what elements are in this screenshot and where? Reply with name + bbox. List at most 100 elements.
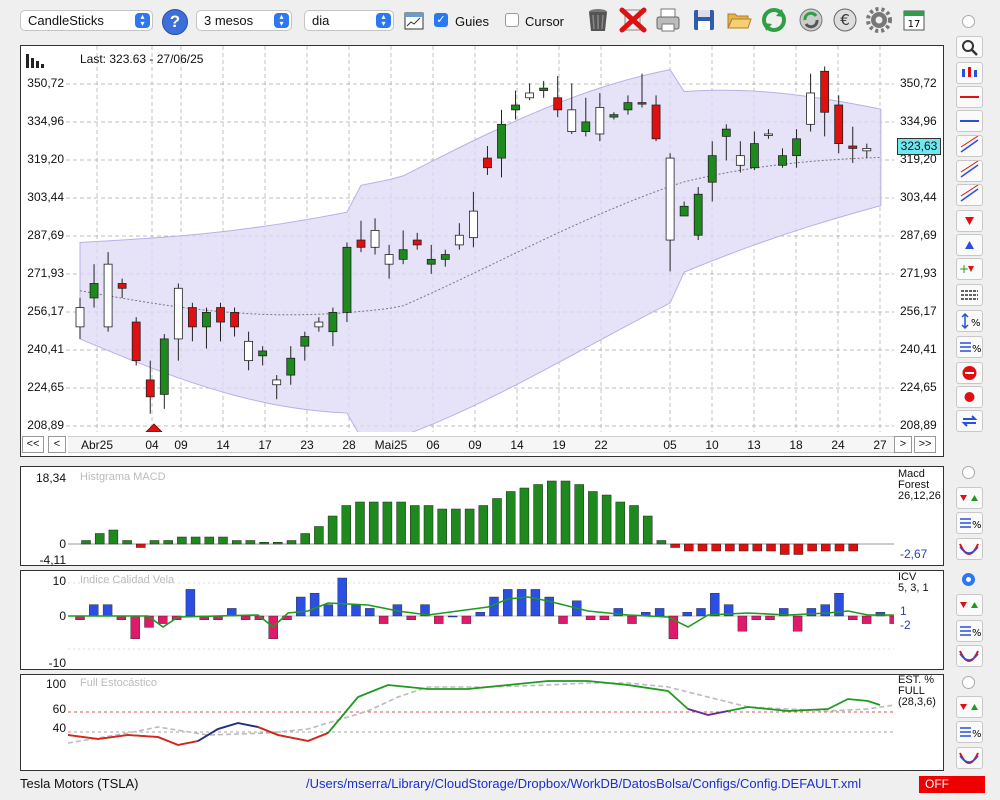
macd-bar	[437, 508, 447, 545]
print-icon[interactable]	[654, 6, 682, 34]
icv-bar	[613, 608, 623, 617]
nav-first-button[interactable]: <<	[22, 436, 44, 453]
cancel-icon[interactable]	[956, 362, 983, 384]
nav-next-button[interactable]: >	[894, 436, 912, 453]
macd-bar	[286, 540, 297, 545]
stochastic-oversold-segment	[68, 734, 199, 746]
refresh-icon[interactable]	[760, 6, 788, 34]
price-plot[interactable]	[66, 46, 894, 432]
cursor-checkbox[interactable]	[505, 13, 519, 27]
percent-lines-icon[interactable]: %	[956, 512, 983, 534]
chevron-updown-icon: ▴ ▾	[376, 13, 391, 28]
svg-text:%: %	[972, 628, 982, 639]
icv-plot[interactable]	[68, 571, 894, 669]
down-arrow-icon-graphic	[965, 217, 974, 225]
macd-tick-zero: 0	[59, 537, 66, 551]
candle-body	[651, 104, 661, 140]
bars-icon[interactable]	[25, 52, 45, 70]
icv-bar	[820, 604, 830, 617]
macd-plot[interactable]	[68, 467, 894, 565]
macd-bar	[464, 508, 475, 545]
candles-icon-graphic	[962, 67, 977, 77]
trend-channel-icon[interactable]	[956, 135, 983, 157]
macd-bar	[533, 484, 543, 545]
save-icon[interactable]	[690, 6, 718, 34]
delete-x-icon[interactable]	[619, 6, 647, 34]
indicator-wave-icon[interactable]	[956, 747, 983, 769]
help-question-icon[interactable]: ?	[162, 9, 188, 35]
stochastic-tick-60: 60	[52, 702, 66, 716]
settings-gear-icon[interactable]	[865, 6, 893, 34]
nav-prev-button[interactable]: <	[48, 436, 66, 453]
trendline-icon[interactable]	[956, 160, 983, 182]
macd-bar	[190, 536, 201, 545]
indicator-wave-icon[interactable]	[956, 645, 983, 667]
candle-body	[848, 145, 858, 149]
percent-lines-icon-graphic: %	[960, 342, 982, 355]
buy-sell-icon[interactable]: +	[956, 258, 983, 280]
svg-text:%: %	[972, 344, 982, 355]
macd-bar	[259, 542, 269, 545]
icv-bar	[737, 615, 748, 632]
macd-bar	[738, 543, 749, 552]
icv-tick-top: 10	[52, 574, 66, 588]
candle-body	[286, 357, 296, 376]
macd-bar	[314, 526, 324, 545]
magnifier-icon[interactable]	[956, 36, 983, 58]
interval-select[interactable]: dia ▴ ▾	[304, 10, 394, 31]
scale-percent-icon-graphic: %	[961, 312, 981, 330]
sync-icon[interactable]	[797, 6, 825, 34]
percent-lines-icon[interactable]: %	[956, 721, 983, 743]
signals-icon[interactable]	[956, 696, 983, 718]
icv-panel-radio[interactable]	[962, 573, 975, 586]
candle-body	[721, 128, 731, 137]
macd-bar	[807, 543, 817, 552]
candles-icon[interactable]	[956, 62, 983, 84]
scale-percent-icon[interactable]: %	[956, 310, 983, 332]
stochastic-panel-radio[interactable]	[962, 676, 975, 689]
icv-bar	[420, 604, 430, 617]
signals-icon[interactable]	[956, 594, 983, 616]
signals-icon[interactable]	[956, 487, 983, 509]
percent-lines-icon[interactable]: %	[956, 336, 983, 358]
candle-body	[665, 157, 675, 241]
date-axis-bar[interactable]	[68, 436, 894, 453]
macd-bar	[382, 501, 393, 545]
nav-last-button[interactable]: >>	[914, 436, 936, 453]
chart-type-select[interactable]: CandleSticks ▴ ▾	[20, 10, 153, 31]
fibonacci-icon[interactable]	[956, 184, 983, 206]
macd-panel-radio[interactable]	[962, 466, 975, 479]
grid-lines-icon[interactable]	[956, 284, 983, 306]
svg-text:+: +	[959, 262, 969, 276]
record-icon[interactable]	[956, 386, 983, 408]
fibonacci-icon-graphic	[960, 184, 979, 202]
signal-triangle-icon	[145, 423, 163, 432]
status-off-badge[interactable]: OFF	[919, 776, 985, 793]
period-select[interactable]: 3 mesos ▴ ▾	[196, 10, 292, 31]
down-arrow-icon[interactable]	[956, 210, 983, 232]
up-arrow-icon[interactable]	[956, 234, 983, 256]
macd-bar	[451, 508, 461, 545]
date-axis-tick: 14	[510, 438, 524, 452]
horizontal-red-line-icon[interactable]	[956, 86, 983, 108]
candle-body	[342, 246, 352, 313]
trash-icon[interactable]	[584, 6, 612, 34]
main-panel-radio[interactable]	[962, 15, 975, 28]
chart-window-icon[interactable]	[404, 12, 424, 30]
macd-bar	[177, 536, 187, 545]
euro-icon[interactable]: €	[831, 6, 859, 34]
indicator-wave-icon[interactable]	[956, 538, 983, 560]
swap-icon[interactable]	[956, 410, 983, 432]
swap-icon-graphic	[961, 415, 978, 427]
stochastic-side-line: FULL	[898, 685, 925, 697]
calendar-icon[interactable]: 17	[900, 6, 928, 34]
period-value: 3 mesos	[204, 13, 254, 28]
macd-bar	[574, 484, 584, 545]
stochastic-plot[interactable]	[68, 675, 894, 770]
open-folder-icon[interactable]	[725, 6, 753, 34]
guides-checkbox[interactable]: ✓	[434, 13, 448, 27]
percent-lines-icon[interactable]: %	[956, 620, 983, 642]
config-path-link[interactable]: /Users/mserra/Library/CloudStorage/Dropb…	[306, 776, 862, 791]
horizontal-blue-line-icon[interactable]	[956, 110, 983, 132]
stochastic-panel	[20, 674, 944, 771]
